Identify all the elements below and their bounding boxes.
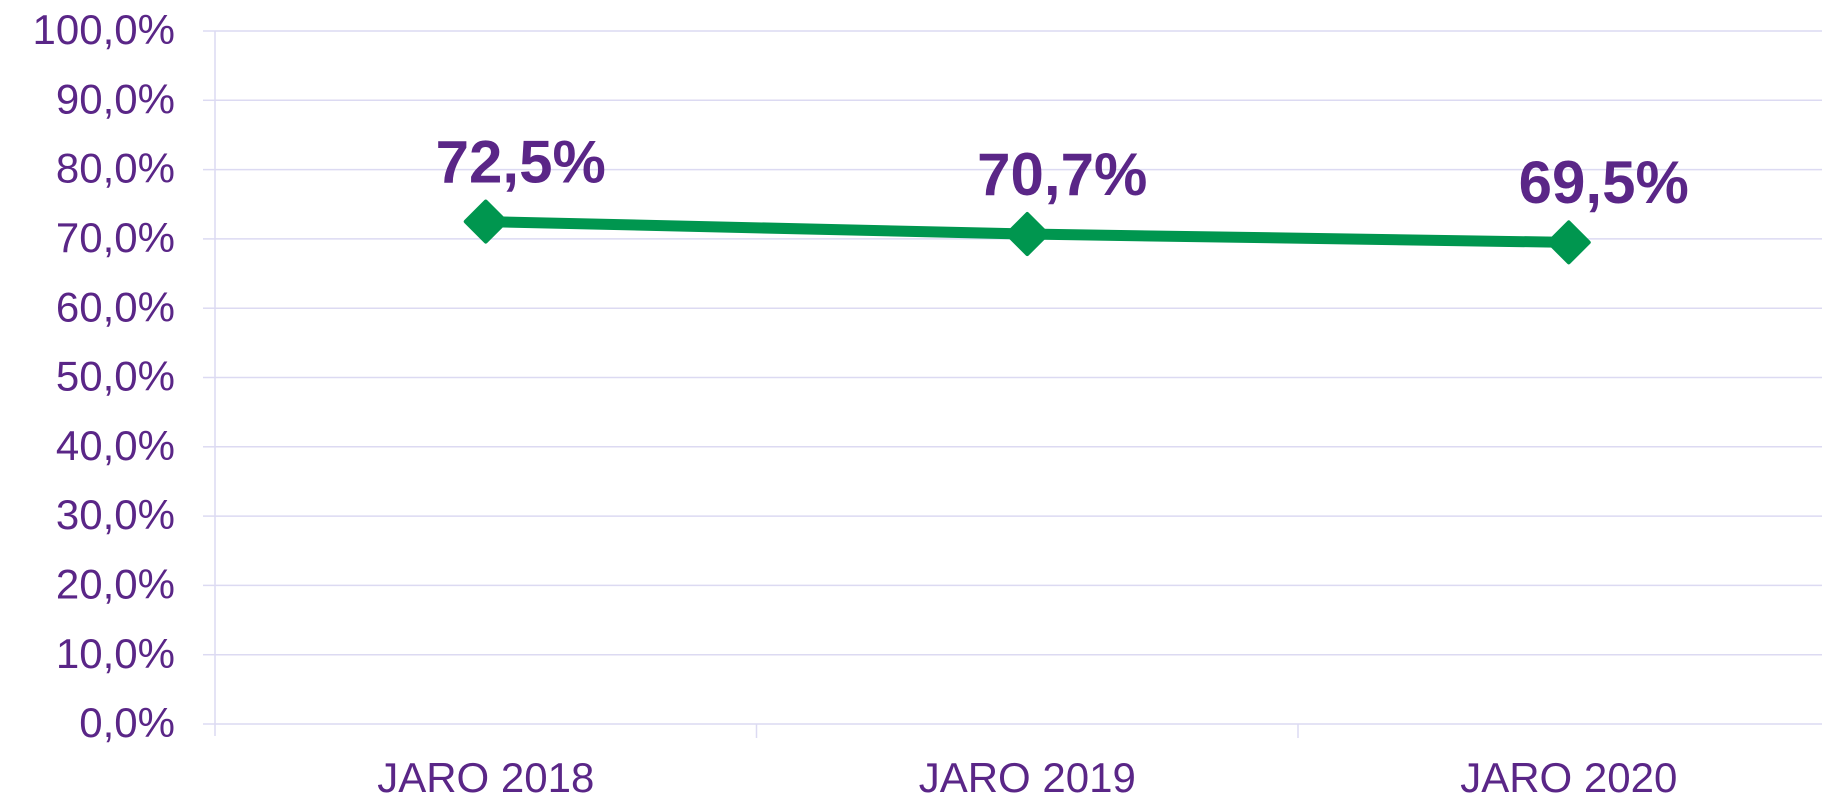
marker xyxy=(1005,212,1050,257)
y-tick-label: 60,0% xyxy=(56,283,175,330)
y-tick-label: 30,0% xyxy=(56,491,175,538)
x-tick-label: JARO 2018 xyxy=(377,754,594,801)
y-tick-label: 70,0% xyxy=(56,214,175,261)
marker xyxy=(463,199,508,244)
y-tick-label: 10,0% xyxy=(56,630,175,677)
x-tick-label: JARO 2019 xyxy=(919,754,1136,801)
y-tick-label: 20,0% xyxy=(56,560,175,607)
data-label: 70,7% xyxy=(977,141,1147,208)
data-label: 69,5% xyxy=(1519,149,1689,216)
y-tick-label: 50,0% xyxy=(56,353,175,400)
y-tick-label: 0,0% xyxy=(79,699,175,746)
x-tick-label: JARO 2020 xyxy=(1460,754,1677,801)
y-tick-label: 80,0% xyxy=(56,145,175,192)
marker xyxy=(1546,220,1591,265)
y-tick-label: 90,0% xyxy=(56,75,175,122)
y-tick-label: 40,0% xyxy=(56,422,175,469)
y-tick-label: 100,0% xyxy=(33,6,175,53)
data-label: 72,5% xyxy=(436,128,606,195)
